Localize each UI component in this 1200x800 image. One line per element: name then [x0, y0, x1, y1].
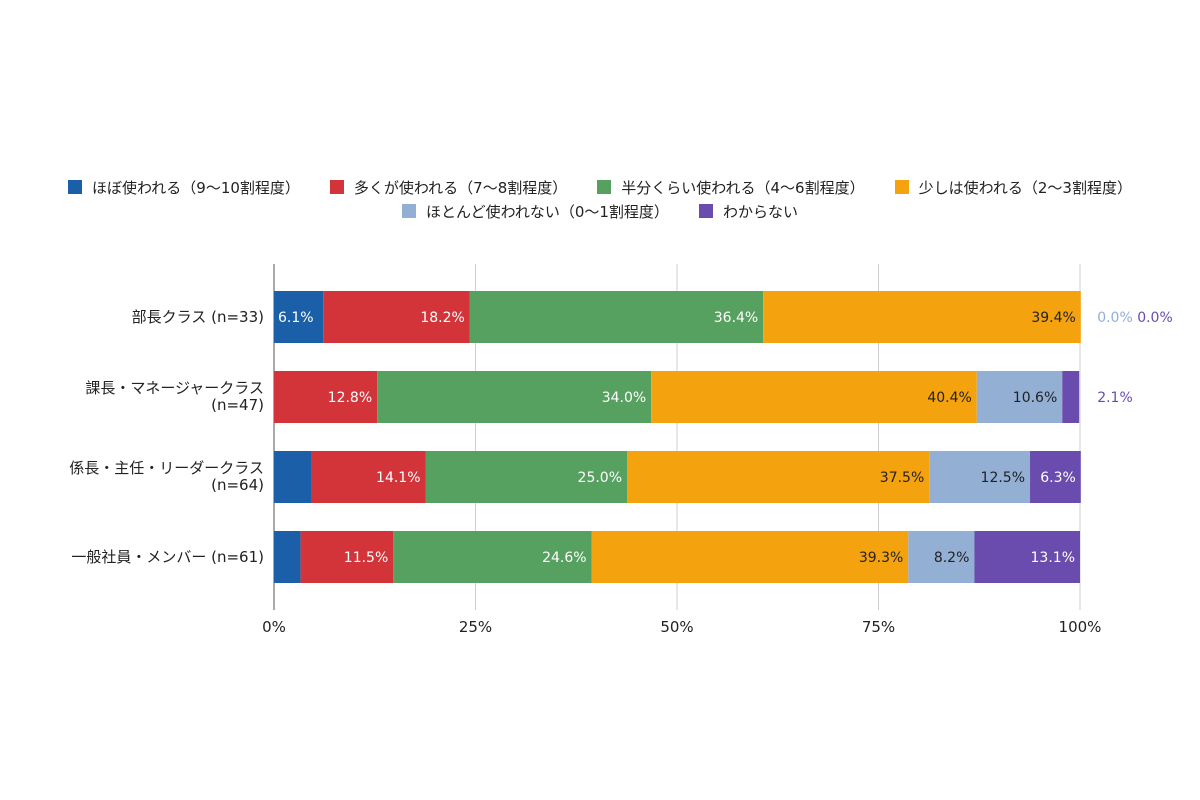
legend-item-rarely-used: ほとんど使われない（0〜1割程度） — [402, 201, 669, 222]
bar-segment — [274, 371, 378, 423]
bar-segment — [651, 371, 977, 423]
data-label: 10.6% — [1013, 390, 1057, 406]
legend-item-mostly-used: ほぼ使われる（9〜10割程度） — [68, 177, 300, 198]
category-label: 部長クラス (n=33) — [132, 308, 264, 326]
legend-row-2: ほとんど使われない（0〜1割程度） わからない — [0, 199, 1200, 223]
legend-item-largely-used: 多くが使われる（7〜8割程度） — [329, 177, 568, 198]
bar-segment — [323, 291, 470, 343]
legend-swatch — [698, 204, 713, 218]
category-label-line: 係長・主任・リーダークラス — [69, 459, 264, 477]
legend-swatch — [894, 180, 909, 194]
legend-swatch — [402, 204, 417, 218]
category-label-line: 部長クラス (n=33) — [132, 308, 264, 326]
legend-swatch — [597, 180, 612, 194]
data-label: 13.1% — [1031, 550, 1075, 566]
bar-segment — [469, 291, 764, 343]
category-label: 係長・主任・リーダークラス(n=64) — [69, 459, 264, 494]
category-label-line: (n=64) — [211, 476, 264, 494]
data-label: 25.0% — [578, 470, 622, 486]
legend-label: 半分くらい使われる（4〜6割程度） — [621, 178, 865, 197]
data-label: 14.1% — [376, 470, 420, 486]
bar-segment — [627, 451, 930, 503]
data-label: 37.5% — [880, 470, 924, 486]
bar-segment — [1062, 371, 1080, 423]
legend-label: ほとんど使われない（0〜1割程度） — [426, 202, 669, 221]
category-label-line: 一般社員・メンバー (n=61) — [71, 548, 264, 566]
chart-legend: ほぼ使われる（9〜10割程度） 多くが使われる（7〜8割程度） 半分くらい使われ… — [0, 175, 1200, 223]
data-label: 0.0% — [1097, 310, 1133, 326]
x-tick-label: 50% — [660, 618, 693, 636]
bar-segment — [929, 451, 1031, 503]
data-label: 24.6% — [542, 550, 586, 566]
data-label: 39.4% — [1031, 310, 1075, 326]
legend-label: ほぼ使われる（9〜10割程度） — [92, 178, 300, 197]
data-label: 34.0% — [602, 390, 646, 406]
bar-segment — [393, 531, 592, 583]
data-label: 40.4% — [927, 390, 971, 406]
legend-item-half-used: 半分くらい使われる（4〜6割程度） — [597, 177, 865, 198]
data-label: 6.3% — [1040, 470, 1076, 486]
bar-segment — [1030, 451, 1081, 503]
legend-label: わからない — [722, 202, 798, 221]
legend-label: 多くが使われる（7〜8割程度） — [353, 178, 568, 197]
data-label: 18.2% — [420, 310, 464, 326]
data-label: 36.4% — [714, 310, 758, 326]
data-label: 11.5% — [344, 550, 388, 566]
bar-segment — [425, 451, 628, 503]
bar-segment — [274, 291, 324, 343]
data-label: 12.5% — [981, 470, 1025, 486]
x-tick-label: 75% — [862, 618, 895, 636]
x-tick-label: 25% — [459, 618, 492, 636]
bar-segment — [274, 531, 301, 583]
bar-segment — [976, 371, 1063, 423]
bar-segment — [763, 291, 1081, 343]
bar-segment — [377, 371, 652, 423]
legend-item-unknown: わからない — [698, 201, 798, 222]
legend-row-1: ほぼ使われる（9〜10割程度） 多くが使われる（7〜8割程度） 半分くらい使われ… — [0, 175, 1200, 199]
data-label: 12.8% — [328, 390, 372, 406]
bar-segment — [300, 531, 394, 583]
bar-segment — [311, 451, 426, 503]
data-label: 39.3% — [859, 550, 903, 566]
x-tick-label: 100% — [1059, 618, 1102, 636]
data-label: 8.2% — [934, 550, 970, 566]
category-label-line: 課長・マネージャークラス — [85, 379, 264, 397]
x-tick-label: 0% — [262, 618, 286, 636]
bar-segment — [908, 531, 975, 583]
legend-item-some-used: 少しは使われる（2〜3割程度） — [894, 177, 1132, 198]
legend-label: 少しは使われる（2〜3割程度） — [918, 178, 1132, 197]
legend-swatch — [68, 180, 83, 194]
legend-swatch — [329, 180, 344, 194]
data-label: 6.1% — [278, 310, 314, 326]
bar-segment — [974, 531, 1080, 583]
data-label: 0.0% — [1137, 310, 1173, 326]
bar-segment — [274, 451, 312, 503]
data-label: 2.1% — [1097, 390, 1133, 406]
category-label: 課長・マネージャークラス(n=47) — [85, 379, 264, 414]
bar-segment — [591, 531, 909, 583]
category-label-line: (n=47) — [211, 396, 264, 414]
category-label: 一般社員・メンバー (n=61) — [71, 548, 264, 566]
